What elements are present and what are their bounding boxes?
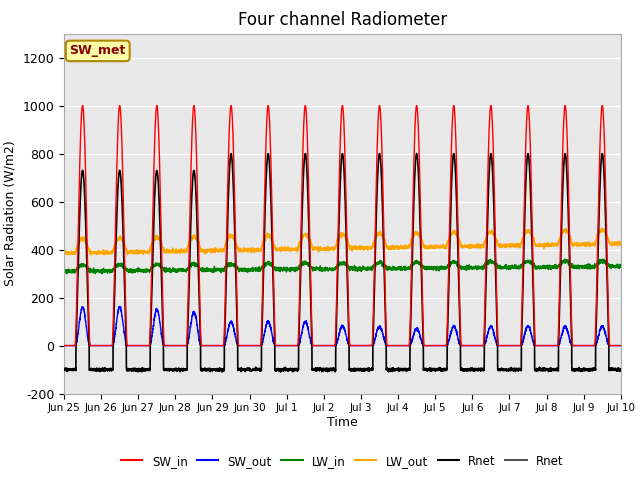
LW_out: [60, 252, 68, 257]
SW_in: [60, 343, 68, 348]
LW_in: [60, 268, 68, 274]
SW_out: [60, 343, 68, 348]
LW_in: [63, 271, 70, 276]
LW_out: [322, 245, 330, 251]
SW_out: [499, 343, 507, 348]
Title: Four channel Radiometer: Four channel Radiometer: [238, 11, 447, 29]
SW_in: [79, 103, 86, 108]
X-axis label: Time: Time: [327, 416, 358, 429]
Legend: SW_in, SW_out, LW_in, LW_out, Rnet, Rnet: SW_in, SW_out, LW_in, LW_out, Rnet, Rnet: [116, 450, 568, 472]
LW_out: [161, 249, 168, 255]
Rnet: [322, 365, 330, 371]
SW_in: [499, 343, 507, 348]
Line: LW_out: LW_out: [64, 228, 621, 255]
SW_out: [467, 343, 475, 348]
Rnet: [436, 368, 444, 373]
LW_in: [161, 268, 168, 274]
Line: LW_in: LW_in: [64, 259, 621, 274]
Y-axis label: Solar Radiation (W/m2): Solar Radiation (W/m2): [4, 141, 17, 287]
Text: SW_met: SW_met: [70, 44, 126, 58]
LW_out: [436, 243, 444, 249]
LW_in: [467, 263, 475, 269]
LW_out: [616, 242, 624, 248]
SW_out: [322, 343, 330, 348]
Rnet: [218, 369, 226, 375]
Rnet: [616, 366, 624, 372]
LW_in: [616, 264, 624, 270]
Rnet: [598, 151, 606, 156]
Rnet: [60, 368, 68, 373]
LW_out: [499, 243, 507, 249]
LW_out: [87, 252, 95, 258]
SW_in: [616, 343, 624, 348]
SW_in: [617, 343, 625, 348]
Rnet: [160, 367, 168, 372]
Rnet: [499, 366, 507, 372]
Rnet: [467, 367, 475, 372]
SW_in: [467, 343, 475, 348]
LW_out: [617, 240, 625, 246]
SW_out: [617, 343, 625, 348]
SW_in: [322, 343, 330, 348]
LW_out: [467, 245, 475, 251]
SW_out: [115, 304, 123, 310]
Line: Rnet: Rnet: [64, 154, 621, 372]
SW_out: [436, 343, 444, 348]
LW_in: [499, 264, 507, 270]
SW_out: [161, 343, 168, 348]
LW_in: [322, 266, 330, 272]
LW_in: [436, 266, 444, 272]
SW_in: [436, 343, 444, 348]
SW_in: [161, 342, 168, 348]
Line: SW_in: SW_in: [64, 106, 621, 346]
LW_in: [599, 256, 607, 262]
LW_in: [617, 262, 625, 268]
LW_out: [598, 226, 606, 231]
Line: SW_out: SW_out: [64, 307, 621, 346]
Rnet: [617, 367, 625, 372]
SW_out: [616, 343, 624, 348]
